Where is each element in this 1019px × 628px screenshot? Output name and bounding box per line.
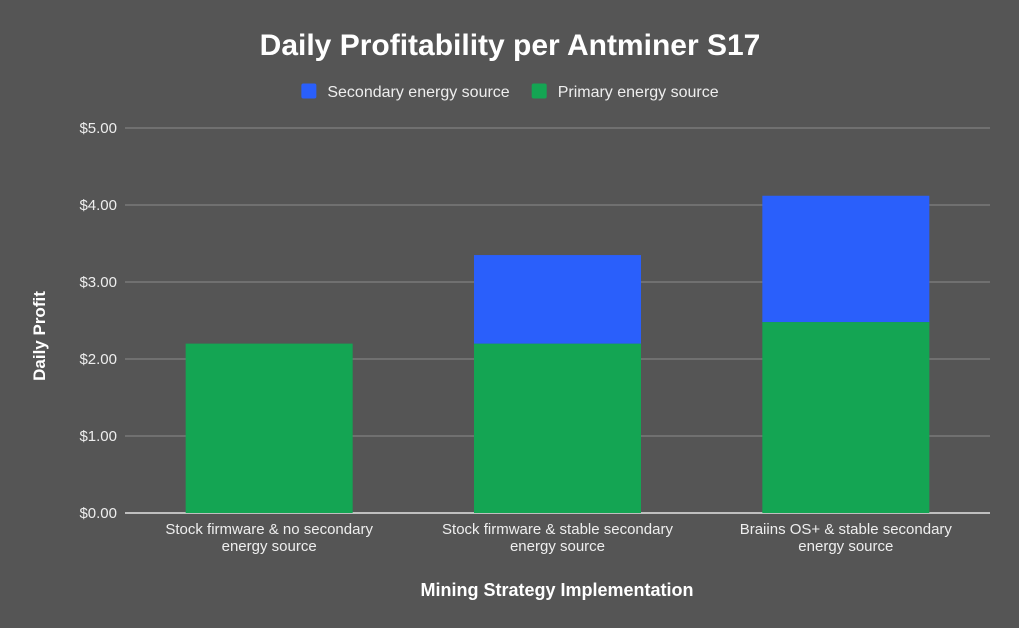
bars: [185, 195, 930, 513]
y-tick-label: $0.00: [79, 505, 117, 522]
y-tick-label: $1.00: [79, 428, 117, 445]
y-tick-label: $4.00: [79, 197, 117, 214]
bar-secondary-energy-source-2: [762, 195, 930, 323]
bar-primary-energy-source-0: [185, 343, 353, 513]
bar-secondary-energy-source-1: [474, 255, 641, 344]
legend: Secondary energy source Primary energy so…: [301, 83, 719, 101]
y-tick-label: $5.00: [79, 120, 117, 137]
legend-item: Secondary energy source: [301, 83, 510, 101]
y-tick-label: $3.00: [79, 274, 117, 291]
y-axis-ticks: $0.00 $1.00 $2.00 $3.00 $4.00 $5.00: [79, 120, 117, 522]
x-tick-label: Stock firmware & no secondary: [165, 521, 373, 538]
y-axis-label: Daily Profit: [30, 291, 49, 381]
bar-primary-energy-source-2: [762, 322, 930, 513]
legend-label: Primary energy source: [558, 84, 719, 101]
x-tick-label: energy source: [798, 538, 893, 555]
x-axis-label: Mining Strategy Implementation: [420, 580, 693, 600]
chart-title: Daily Profitability per Antminer S17: [260, 29, 761, 62]
x-tick-label: energy source: [510, 538, 605, 555]
y-tick-label: $2.00: [79, 351, 117, 368]
legend-label: Secondary energy source: [327, 84, 509, 101]
legend-item: Primary energy source: [531, 83, 719, 101]
x-tick-label: Stock firmware & stable secondary: [442, 521, 673, 538]
x-tick-label: energy source: [222, 538, 317, 555]
bar-primary-energy-source-1: [474, 343, 641, 513]
legend-swatch: [531, 83, 547, 99]
x-tick-label: Braiins OS+ & stable secondary: [740, 521, 953, 538]
legend-swatch: [301, 83, 317, 99]
